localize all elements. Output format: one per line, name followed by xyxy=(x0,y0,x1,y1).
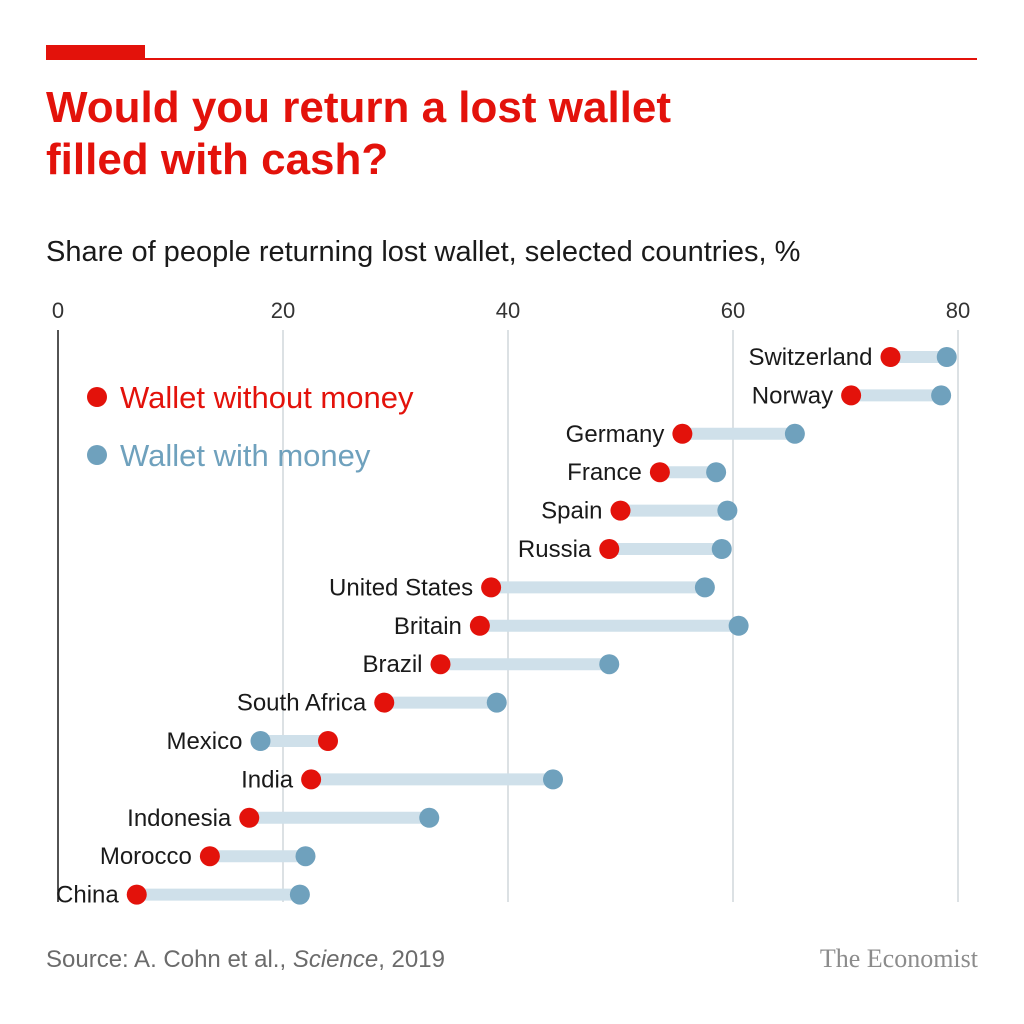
chart-subtitle: Share of people returning lost wallet, s… xyxy=(46,236,801,268)
dot-without-money xyxy=(239,807,260,828)
source-suffix: , 2019 xyxy=(378,946,445,973)
country-label: Russia xyxy=(518,536,592,563)
x-tick-label: 0 xyxy=(52,298,64,323)
dot-without-money xyxy=(199,846,220,867)
country-label: Mexico xyxy=(166,728,242,755)
dot-without-money xyxy=(301,769,322,790)
dot-with-money xyxy=(711,539,732,559)
row-britain: Britain xyxy=(394,613,749,640)
dot-without-money xyxy=(374,692,395,713)
row-indonesia: Indonesia xyxy=(127,805,440,832)
country-label: Brazil xyxy=(362,651,422,678)
dot-with-money xyxy=(250,731,271,751)
country-label: Switzerland xyxy=(748,344,872,371)
legend-dot xyxy=(87,445,107,465)
row-morocco: Morocco xyxy=(100,843,316,870)
source-prefix: Source: A. Cohn et al., xyxy=(46,946,293,973)
source-note: Source: A. Cohn et al., Science, 2019 xyxy=(46,946,445,974)
row-india: India xyxy=(241,766,563,793)
x-axis-tick-labels: 0 20 40 60 80 xyxy=(52,298,970,323)
dot-with-money xyxy=(706,462,727,483)
country-label: Indonesia xyxy=(127,805,232,832)
dot-with-money xyxy=(543,769,563,790)
dot-without-money xyxy=(126,884,147,905)
dot-with-money xyxy=(295,846,316,867)
row-russia: Russia xyxy=(518,536,732,563)
legend-item: Wallet with money xyxy=(87,438,371,473)
country-label: India xyxy=(241,766,294,793)
legend-label: Wallet without money xyxy=(120,380,414,415)
header-rule xyxy=(46,58,977,60)
dot-with-money xyxy=(599,654,620,675)
source-journal: Science xyxy=(292,946,379,973)
country-rows: Switzerland Norway Germany France Spain Russi… xyxy=(56,344,957,909)
dot-with-money xyxy=(728,615,749,636)
title-line-2: filled with cash? xyxy=(46,135,389,184)
row-china: China xyxy=(56,882,310,909)
dot-with-money xyxy=(931,385,952,406)
dot-with-money xyxy=(289,884,310,905)
row-south-africa: South Africa xyxy=(237,690,507,717)
dot-with-money xyxy=(486,692,507,713)
dot-without-money xyxy=(610,500,631,521)
gridlines xyxy=(57,330,959,902)
row-switzerland: Switzerland xyxy=(748,344,957,371)
dot-without-money xyxy=(481,577,502,598)
dot-without-money xyxy=(880,347,901,367)
brand-logo: The Economist xyxy=(819,944,978,973)
row-brazil: Brazil xyxy=(362,651,620,678)
dot-with-money xyxy=(419,807,440,828)
dot-without-money xyxy=(599,539,620,559)
country-label: South Africa xyxy=(237,690,367,717)
country-label: Britain xyxy=(394,613,462,640)
x-tick-label: 40 xyxy=(496,298,520,323)
dot-with-money xyxy=(784,423,805,444)
country-label: Morocco xyxy=(100,843,192,870)
dot-with-money xyxy=(694,577,715,598)
chart-title: Would you return a lost wallet filled wi… xyxy=(46,82,946,186)
x-tick-label: 80 xyxy=(946,298,970,323)
country-label: Norway xyxy=(752,382,833,409)
row-united-states: United States xyxy=(329,574,715,601)
legend-label: Wallet with money xyxy=(120,438,371,473)
dot-without-money xyxy=(672,423,693,444)
x-tick-label: 60 xyxy=(721,298,745,323)
country-label: Germany xyxy=(566,421,665,448)
dot-without-money xyxy=(469,615,490,636)
dot-with-money xyxy=(936,347,957,367)
country-label: United States xyxy=(329,574,473,601)
legend-item: Wallet without money xyxy=(87,380,414,415)
legend-dot xyxy=(87,387,107,407)
title-line-1: Would you return a lost wallet xyxy=(46,83,672,132)
dot-without-money xyxy=(430,654,451,675)
row-norway: Norway xyxy=(752,382,952,409)
country-label: China xyxy=(56,882,119,909)
row-mexico: Mexico xyxy=(166,728,338,755)
dot-without-money xyxy=(649,462,670,483)
dot-without-money xyxy=(841,385,862,406)
legend: Wallet without money Wallet with money xyxy=(87,380,414,473)
dot-with-money xyxy=(717,500,738,521)
dot-without-money xyxy=(318,731,338,751)
row-spain: Spain xyxy=(541,498,738,525)
country-label: France xyxy=(567,459,642,486)
row-germany: Germany xyxy=(566,421,805,448)
x-tick-label: 20 xyxy=(271,298,295,323)
country-label: Spain xyxy=(541,498,602,525)
header-accent-tab xyxy=(46,45,145,59)
row-france: France xyxy=(567,459,727,486)
